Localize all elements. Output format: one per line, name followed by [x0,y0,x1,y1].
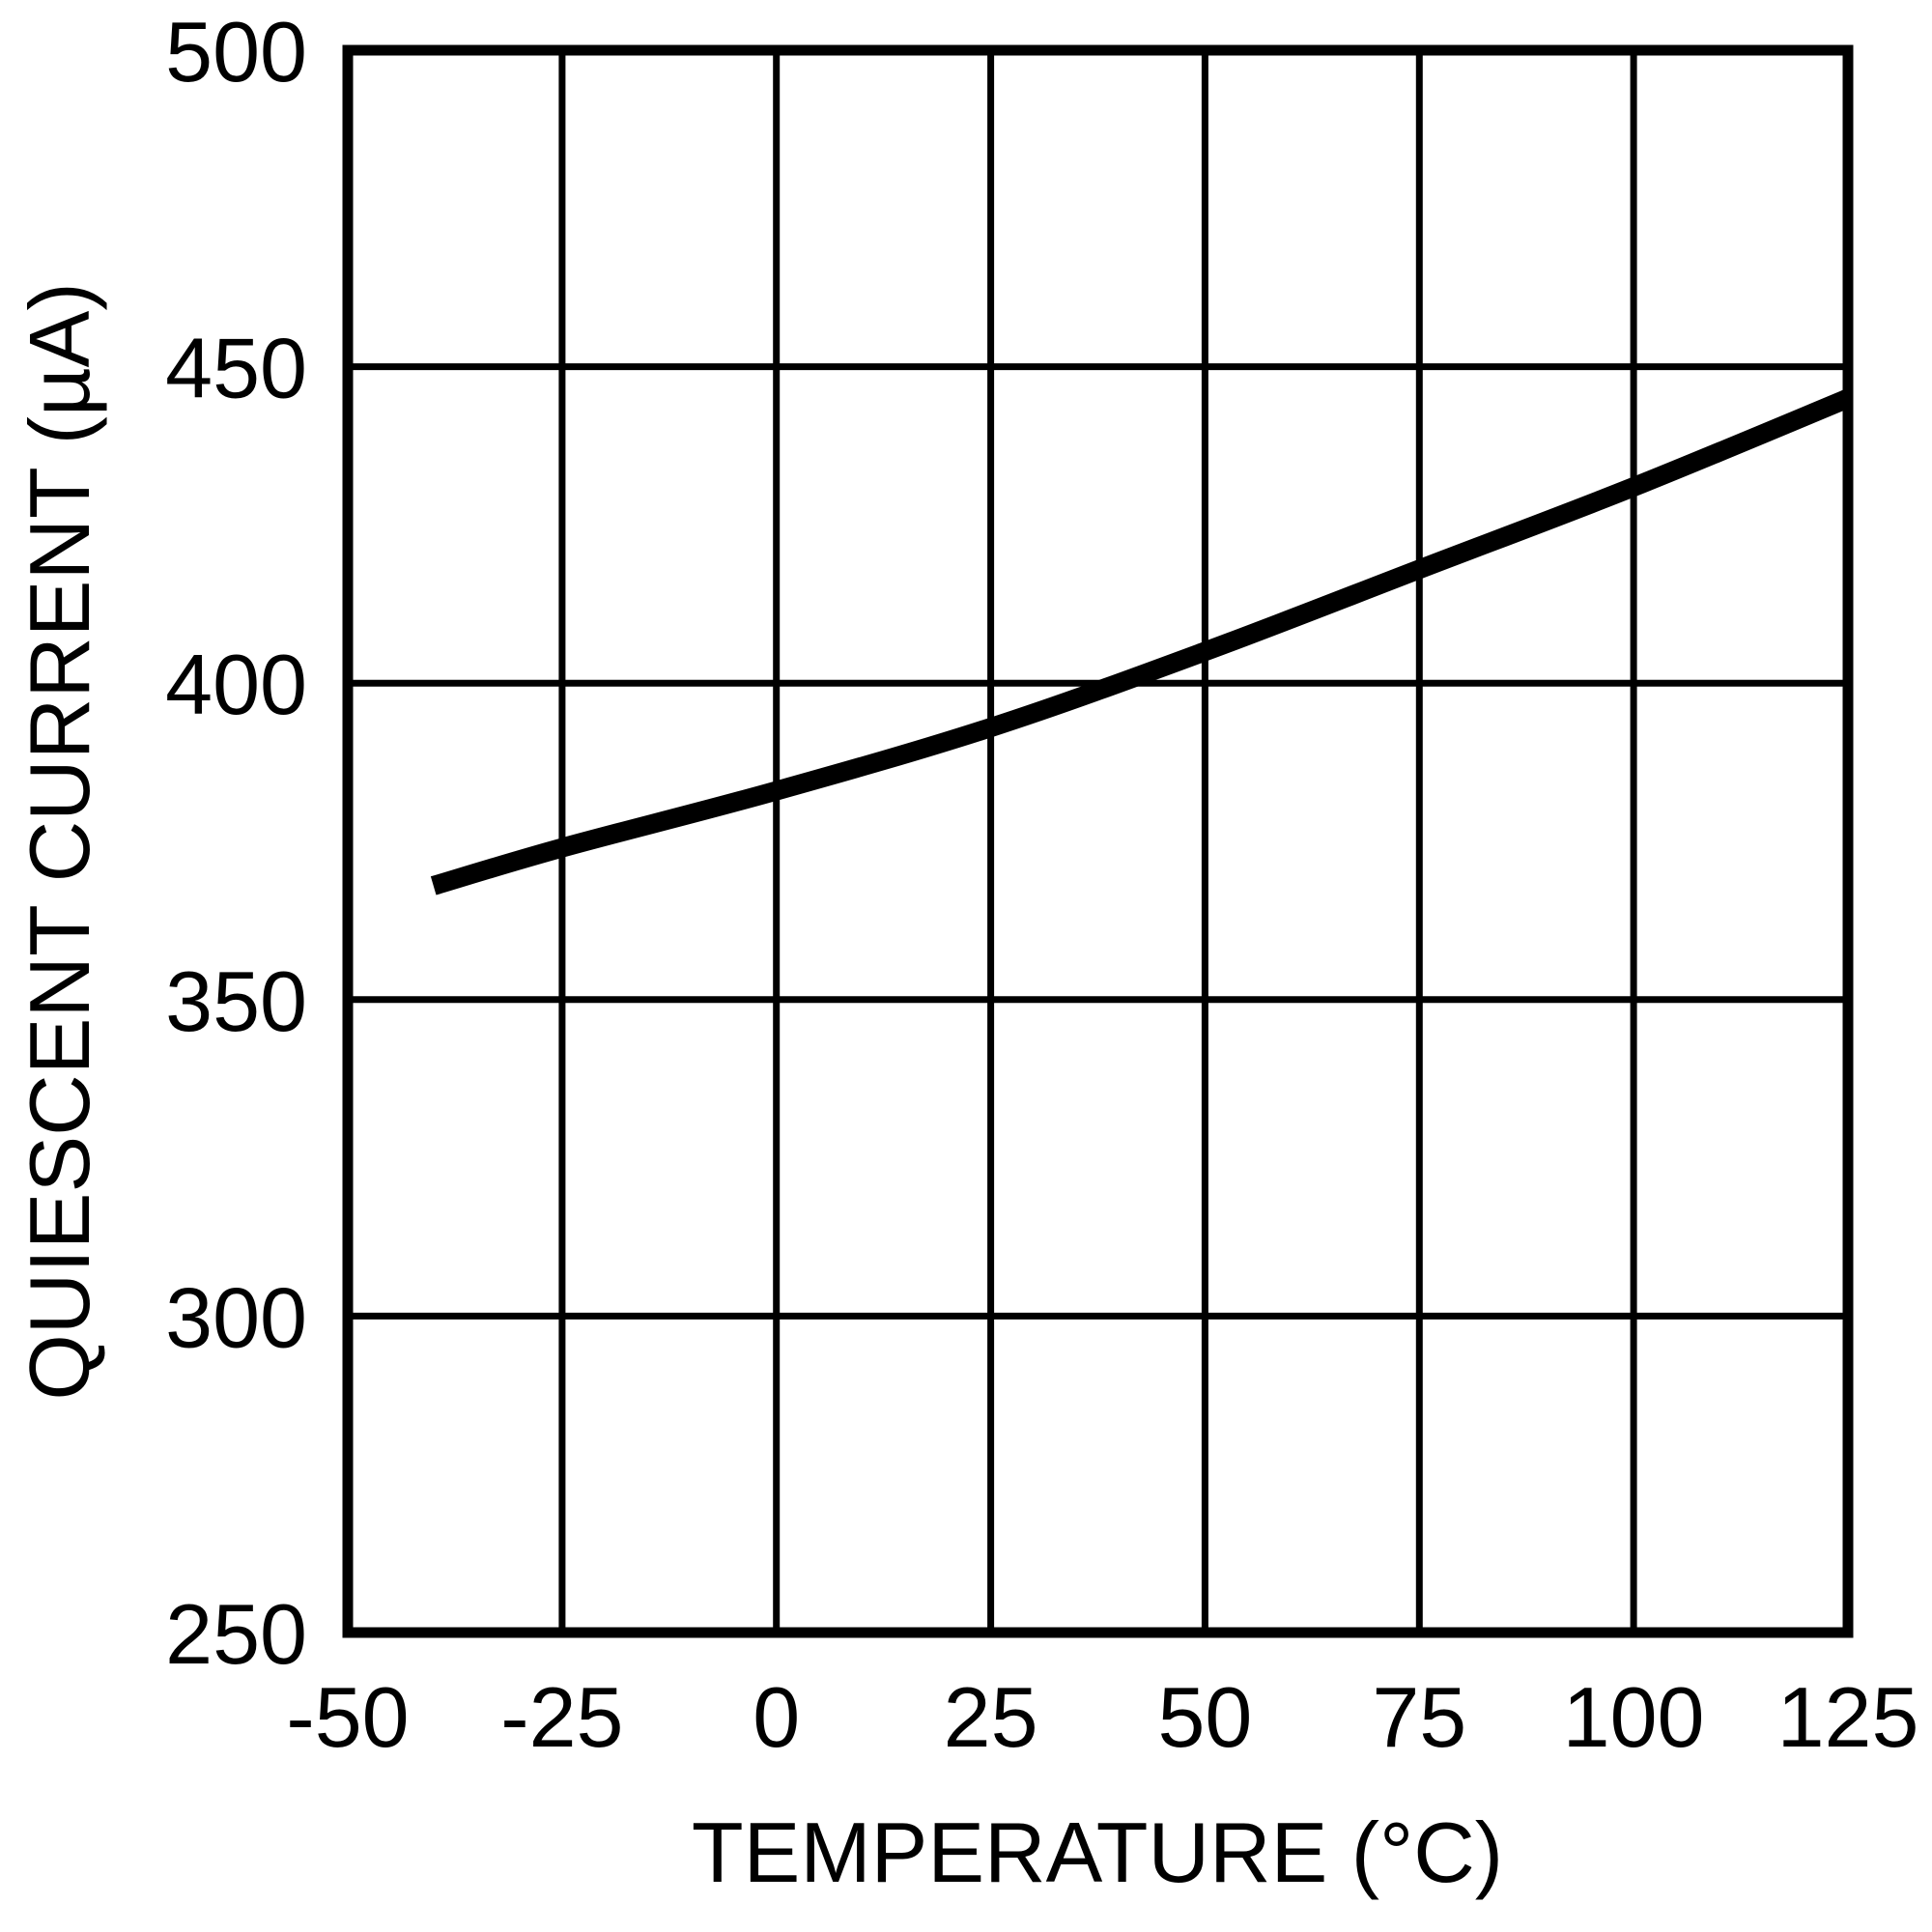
x-tick-label: -25 [500,1669,623,1765]
x-tick-label: 50 [1157,1669,1252,1765]
y-tick-label: 350 [165,953,307,1049]
x-axis-title: TEMPERATURE (°C) [692,1804,1503,1900]
y-tick-label: 400 [165,637,307,732]
y-axis-title: QUIESCENT CURRENT (µA) [12,282,107,1400]
tick-label-layer: -50 -25 0 25 50 75 100 125 250 300 350 400 450 500 [165,4,1918,1765]
plot-border [342,44,1854,1638]
x-tick-label: 0 [753,1669,800,1765]
x-tick-label: 100 [1563,1669,1705,1765]
x-tick-label: 25 [944,1669,1038,1765]
data-curve [430,389,1852,895]
y-tick-label: 500 [165,4,307,99]
data-curve-layer [430,389,1852,895]
plot-border-layer [342,44,1854,1638]
x-tick-label: 125 [1777,1669,1919,1765]
y-tick-label: 250 [165,1586,307,1682]
y-tick-label: 450 [165,321,307,416]
x-tick-label: -50 [286,1669,409,1765]
y-tick-label: 300 [165,1269,307,1365]
x-tick-label: 75 [1372,1669,1466,1765]
